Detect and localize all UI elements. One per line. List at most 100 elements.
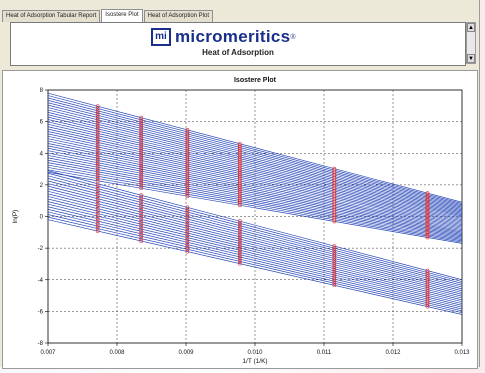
data-point-marker (332, 246, 337, 251)
data-point-marker (185, 152, 190, 156)
data-point-marker (139, 198, 144, 202)
data-point-marker (237, 221, 242, 226)
isostere-line (48, 198, 462, 301)
data-point-marker (95, 149, 100, 154)
data-point-marker (185, 132, 190, 136)
isostere-line (48, 107, 462, 211)
data-point-marker (185, 158, 190, 162)
data-point-marker (237, 179, 242, 183)
y-tick-label: -6 (38, 309, 44, 315)
data-point-marker (139, 120, 144, 124)
data-point-marker (425, 291, 430, 296)
data-point-marker (139, 147, 144, 152)
data-point-marker (139, 156, 144, 161)
data-point-marker (139, 122, 144, 127)
data-point-marker (95, 117, 100, 122)
data-point-marker (185, 249, 190, 254)
data-point-marker (139, 158, 144, 163)
data-point-marker (95, 209, 100, 214)
data-point-marker (95, 189, 100, 194)
data-point-marker (95, 219, 100, 223)
data-point-marker (95, 196, 100, 201)
data-point-marker (332, 281, 337, 286)
data-point-marker (425, 268, 430, 273)
tab-tabular-report[interactable]: Heat of Adsorption Tabular Report (2, 10, 101, 22)
isostere-line (48, 185, 462, 292)
isostere-line (48, 143, 462, 229)
x-tick-label: 0.010 (247, 350, 263, 356)
data-point-marker (139, 186, 144, 191)
data-point-marker (185, 228, 190, 233)
data-point-marker (332, 250, 337, 255)
data-point-marker (425, 223, 430, 228)
x-tick-label: 0.007 (40, 350, 56, 356)
data-point-marker (332, 279, 337, 284)
data-point-marker (425, 218, 430, 222)
data-point-marker (425, 274, 430, 279)
data-point-marker (425, 204, 430, 209)
data-point-marker (425, 276, 430, 281)
data-point-marker (332, 252, 337, 257)
isostere-line (48, 175, 462, 284)
data-point-marker (95, 147, 100, 152)
company-logo: mi micromeritics ® (151, 27, 296, 47)
isostere-line (48, 119, 462, 217)
data-point-marker (139, 173, 144, 178)
data-point-marker (95, 115, 100, 120)
scroll-down-icon[interactable]: ▼ (467, 54, 475, 63)
isostere-line (48, 190, 462, 295)
data-point-marker (139, 200, 144, 205)
data-point-marker (332, 266, 337, 271)
data-point-marker (237, 232, 242, 237)
y-tick-label: -2 (38, 246, 44, 252)
data-point-marker (139, 217, 144, 222)
data-point-marker (185, 207, 190, 212)
scroll-up-icon[interactable]: ▲ (467, 23, 475, 32)
data-point-marker (139, 212, 144, 217)
isostere-line (48, 140, 462, 228)
data-point-marker (237, 248, 242, 253)
header-scrollbar[interactable]: ▲ ▼ (466, 22, 476, 64)
data-point-marker (139, 171, 144, 176)
data-point-marker (425, 208, 430, 213)
isostere-line (48, 178, 462, 286)
data-point-marker (425, 203, 430, 208)
data-point-marker (237, 219, 242, 224)
data-point-marker (237, 234, 242, 239)
data-point-marker (332, 256, 337, 261)
data-point-marker (95, 133, 100, 138)
data-point-marker (95, 201, 100, 206)
isostere-line (48, 100, 462, 207)
tab-heat-of-adsorption-plot[interactable]: Heat of Adsorption Plot (143, 10, 214, 22)
data-point-marker (237, 228, 242, 233)
data-point-marker (237, 199, 242, 204)
data-point-marker (185, 142, 190, 146)
data-point-marker (425, 231, 430, 236)
data-point-marker (185, 219, 190, 224)
isostere-line (48, 188, 462, 293)
data-point-marker (237, 166, 242, 170)
data-point-marker (139, 132, 144, 137)
isostere-line (48, 216, 462, 314)
data-point-marker (139, 202, 144, 207)
data-point-marker (95, 206, 100, 211)
data-point-marker (95, 156, 100, 161)
isostere-line (48, 180, 462, 288)
data-point-marker (139, 115, 144, 120)
data-point-marker (425, 193, 430, 198)
data-point-marker (139, 182, 144, 186)
x-tick-label: 0.008 (109, 350, 125, 356)
data-point-marker (139, 160, 144, 165)
tab-isostere-plot[interactable]: Isostere Plot (101, 9, 143, 22)
data-point-marker (237, 184, 242, 189)
data-point-marker (95, 113, 100, 118)
data-point-marker (95, 106, 100, 111)
data-point-marker (139, 124, 144, 129)
isostere-line (48, 171, 462, 244)
data-point-marker (237, 230, 242, 235)
data-point-marker (237, 175, 242, 180)
data-point-marker (332, 219, 337, 224)
data-point-marker (237, 195, 242, 200)
logo-mark: mi (151, 28, 171, 46)
data-point-marker (425, 219, 430, 224)
